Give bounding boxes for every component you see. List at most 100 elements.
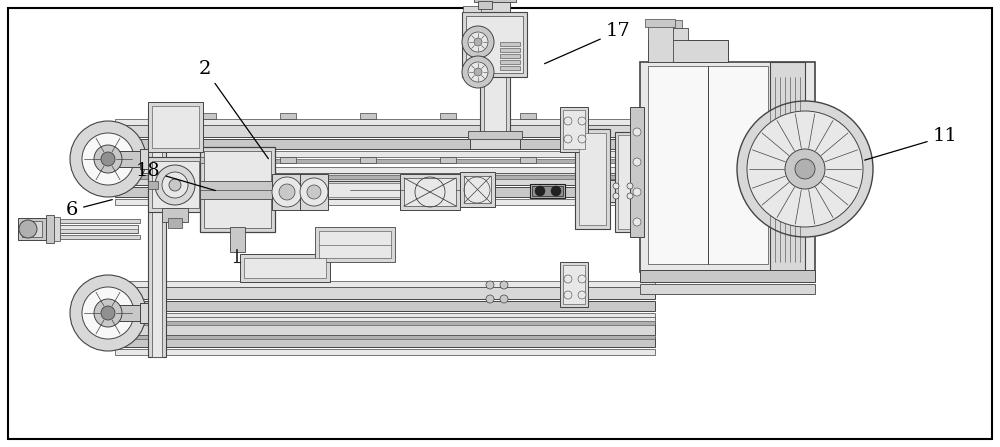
Bar — [630, 107, 644, 237]
Bar — [280, 157, 296, 163]
Bar — [168, 218, 182, 228]
Circle shape — [82, 133, 134, 185]
Bar — [500, 66, 520, 70]
Circle shape — [101, 152, 115, 166]
Bar — [560, 107, 588, 152]
Circle shape — [737, 101, 873, 237]
Bar — [615, 132, 635, 232]
Bar — [54, 217, 60, 241]
Circle shape — [500, 281, 508, 289]
Bar — [115, 175, 655, 179]
Bar — [648, 66, 768, 264]
Bar — [115, 337, 655, 347]
Bar — [148, 157, 203, 212]
Circle shape — [155, 165, 195, 205]
Circle shape — [747, 111, 863, 227]
Bar — [115, 321, 655, 325]
Bar — [463, 6, 481, 12]
Bar — [468, 131, 522, 139]
Bar — [200, 157, 216, 163]
Bar — [152, 107, 162, 357]
Bar — [575, 129, 610, 229]
Circle shape — [486, 281, 494, 289]
Circle shape — [300, 178, 328, 206]
Bar — [18, 225, 138, 233]
Bar — [115, 139, 655, 149]
Bar — [115, 349, 655, 355]
Bar — [18, 225, 138, 229]
Circle shape — [578, 135, 586, 143]
Bar — [115, 335, 655, 339]
Bar — [244, 258, 326, 278]
Bar — [480, 2, 510, 17]
Bar — [500, 42, 520, 46]
Bar — [60, 219, 140, 223]
Bar — [532, 186, 563, 196]
Bar — [640, 62, 815, 272]
Bar — [440, 157, 456, 163]
Circle shape — [474, 68, 482, 76]
Bar — [484, 21, 506, 138]
Bar — [470, 137, 520, 149]
Bar — [115, 173, 655, 185]
Circle shape — [162, 172, 188, 198]
Bar — [645, 19, 675, 27]
Bar — [148, 102, 203, 152]
Bar — [46, 215, 54, 243]
Bar — [18, 218, 46, 240]
Bar — [400, 174, 460, 210]
Bar — [478, 1, 492, 9]
Bar — [200, 181, 275, 199]
Bar — [440, 113, 456, 119]
Bar — [648, 40, 728, 62]
Circle shape — [613, 193, 619, 199]
Circle shape — [551, 186, 561, 196]
Circle shape — [279, 184, 295, 200]
Bar — [500, 60, 520, 64]
Circle shape — [474, 38, 482, 46]
Bar — [204, 151, 271, 228]
Bar — [302, 183, 458, 197]
Text: 2: 2 — [199, 60, 268, 159]
Bar — [640, 270, 815, 282]
Bar — [115, 199, 655, 205]
Bar — [115, 287, 655, 299]
Bar — [118, 305, 140, 321]
Circle shape — [70, 275, 146, 351]
Text: 17: 17 — [545, 22, 630, 63]
Bar — [770, 62, 805, 272]
Bar — [648, 22, 673, 62]
Bar — [200, 113, 216, 119]
Bar — [530, 184, 565, 198]
Circle shape — [468, 32, 488, 52]
Circle shape — [70, 121, 146, 197]
Circle shape — [82, 287, 134, 339]
Bar — [115, 119, 655, 125]
Circle shape — [272, 177, 302, 207]
Bar — [230, 227, 245, 252]
Bar — [500, 54, 520, 58]
Circle shape — [94, 145, 122, 173]
Bar — [460, 172, 495, 207]
Circle shape — [633, 218, 641, 226]
Circle shape — [564, 291, 572, 299]
Circle shape — [94, 299, 122, 327]
Circle shape — [564, 135, 572, 143]
Bar — [563, 110, 585, 149]
Bar — [240, 254, 330, 282]
Circle shape — [578, 291, 586, 299]
Circle shape — [500, 295, 508, 303]
Bar — [579, 133, 606, 225]
Circle shape — [633, 128, 641, 136]
Circle shape — [564, 117, 572, 125]
Circle shape — [486, 295, 494, 303]
Circle shape — [627, 193, 633, 199]
Circle shape — [169, 179, 181, 191]
Bar — [480, 17, 510, 142]
Bar — [563, 265, 585, 304]
Bar — [360, 113, 376, 119]
Bar — [148, 181, 158, 189]
Bar — [115, 317, 655, 323]
Circle shape — [633, 158, 641, 166]
Bar — [319, 231, 391, 258]
